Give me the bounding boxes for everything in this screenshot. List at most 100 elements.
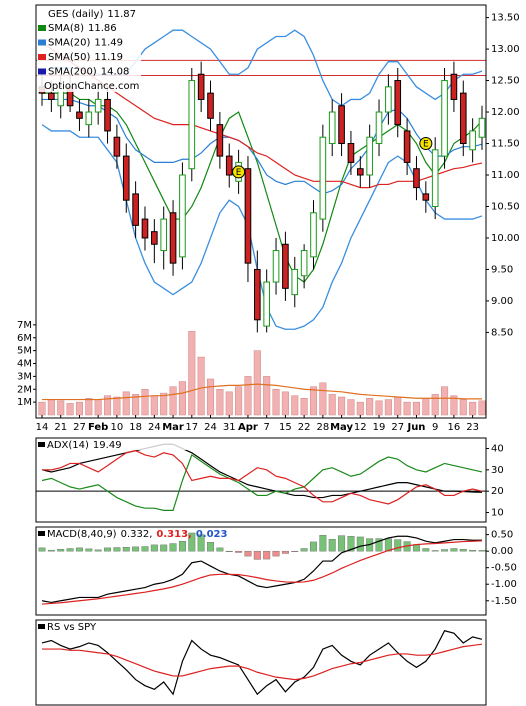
candle-body bbox=[85, 111, 93, 126]
volume-bar bbox=[478, 400, 486, 416]
indicator-line bbox=[41, 540, 483, 605]
y-tick-label: 20 bbox=[491, 486, 504, 497]
legend-swatch bbox=[38, 25, 46, 31]
legend-name: SMA(20) bbox=[48, 38, 90, 49]
panel-title-text: RS vs SPY bbox=[47, 622, 97, 633]
legend-box bbox=[37, 6, 141, 92]
histogram-bar bbox=[422, 548, 430, 552]
candle-body bbox=[225, 155, 233, 176]
indicator-line bbox=[41, 630, 483, 696]
histogram-bar bbox=[122, 546, 130, 552]
legend-swatch bbox=[38, 68, 46, 75]
panel-frame bbox=[35, 526, 487, 616]
candle-body bbox=[338, 105, 345, 145]
candle-body bbox=[469, 130, 476, 151]
candle-body bbox=[300, 250, 308, 277]
volume-bar bbox=[169, 386, 177, 416]
x-tick-label: 21 bbox=[54, 422, 67, 433]
legend-entry: SMA(8) 11.86 bbox=[48, 23, 117, 34]
x-tick-label: 10 bbox=[111, 422, 124, 433]
indicator-line bbox=[41, 535, 483, 604]
candle-body bbox=[151, 231, 158, 245]
y-tick-label: 8.50 bbox=[491, 327, 513, 338]
candle-body bbox=[160, 218, 168, 252]
volume-bar bbox=[291, 395, 299, 416]
histogram-bar bbox=[384, 538, 392, 552]
x-tick-label: 27 bbox=[391, 422, 404, 433]
candle-body bbox=[431, 149, 439, 207]
event-marker bbox=[232, 165, 246, 179]
volume-bar bbox=[94, 399, 102, 416]
volume-tick-label: 3M bbox=[17, 371, 32, 382]
candle-body bbox=[169, 212, 177, 264]
sma-line bbox=[42, 98, 483, 195]
volume-bar bbox=[216, 389, 224, 416]
histogram-bar bbox=[132, 546, 140, 552]
volume-bar bbox=[66, 403, 74, 416]
candle-body bbox=[76, 111, 83, 119]
volume-bar bbox=[375, 400, 383, 416]
indicator-line bbox=[41, 453, 483, 511]
x-tick-label: 19 bbox=[373, 422, 386, 433]
histogram-bar bbox=[47, 549, 55, 552]
volume-tick-label: 2M bbox=[17, 384, 32, 395]
histogram-bar bbox=[394, 539, 402, 552]
legend-entry: SMA(200) 14.08 bbox=[48, 67, 129, 78]
candle-body bbox=[254, 268, 261, 321]
histogram-bar bbox=[478, 550, 486, 552]
histogram-bar bbox=[412, 544, 420, 552]
panel-title-bg bbox=[37, 528, 187, 539]
y-tick-label: 11.50 bbox=[491, 139, 520, 150]
volume-bar bbox=[38, 401, 46, 416]
volume-bar bbox=[85, 398, 93, 416]
legend-last: 11.49 bbox=[94, 38, 123, 49]
histogram-bar bbox=[375, 538, 383, 552]
volume-tick-label: 1M bbox=[17, 397, 32, 408]
histogram-bar bbox=[263, 550, 271, 560]
candle-body bbox=[403, 130, 411, 163]
legend-entry: SMA(50) 11.19 bbox=[48, 52, 123, 63]
y-tick-label: 9.00 bbox=[491, 296, 513, 307]
volume-bar bbox=[394, 396, 402, 416]
candle-body bbox=[319, 136, 327, 220]
lower-band bbox=[41, 124, 483, 330]
candle-body bbox=[441, 80, 448, 157]
volume-bar bbox=[422, 398, 430, 416]
volume-bar bbox=[338, 396, 346, 416]
sma-line bbox=[41, 42, 483, 189]
indicator-line bbox=[41, 443, 483, 499]
histogram-bar bbox=[216, 547, 224, 552]
candle-body bbox=[394, 80, 402, 126]
y-tick-label: 10.00 bbox=[491, 233, 520, 244]
volume-tick-label: 6M bbox=[17, 333, 32, 344]
x-tick-label: 24 bbox=[148, 422, 161, 433]
y-tick-label: 10 bbox=[491, 507, 504, 518]
x-tick-label: Apr bbox=[238, 422, 258, 433]
legend-last: 14.08 bbox=[101, 67, 130, 78]
volume-average bbox=[42, 383, 482, 401]
volume-bar bbox=[319, 382, 327, 416]
y-tick-label: 0.50 bbox=[491, 530, 513, 541]
indicator-line bbox=[42, 643, 483, 681]
candle-body bbox=[291, 268, 299, 296]
histogram-bar bbox=[356, 536, 364, 552]
x-tick-label: 16 bbox=[448, 422, 461, 433]
legend-name: SMA(8) bbox=[48, 23, 84, 34]
x-tick-label: 31 bbox=[223, 422, 236, 433]
volume-bar bbox=[113, 396, 121, 416]
histogram-bar bbox=[225, 550, 233, 552]
x-tick-label: 22 bbox=[298, 422, 311, 433]
histogram-bar bbox=[338, 535, 346, 552]
volume-bar bbox=[403, 401, 411, 416]
candle-body bbox=[422, 193, 430, 201]
candle-body bbox=[197, 73, 205, 100]
volume-bar bbox=[178, 381, 186, 416]
histogram-bar bbox=[328, 539, 336, 552]
volume-bar bbox=[431, 394, 439, 416]
candle-body bbox=[328, 111, 336, 145]
candle-body bbox=[207, 92, 214, 119]
volume-bar bbox=[309, 386, 318, 416]
histogram-bar bbox=[66, 548, 74, 552]
candle-body bbox=[450, 73, 458, 100]
panel-readout: 0.023 bbox=[196, 529, 228, 540]
